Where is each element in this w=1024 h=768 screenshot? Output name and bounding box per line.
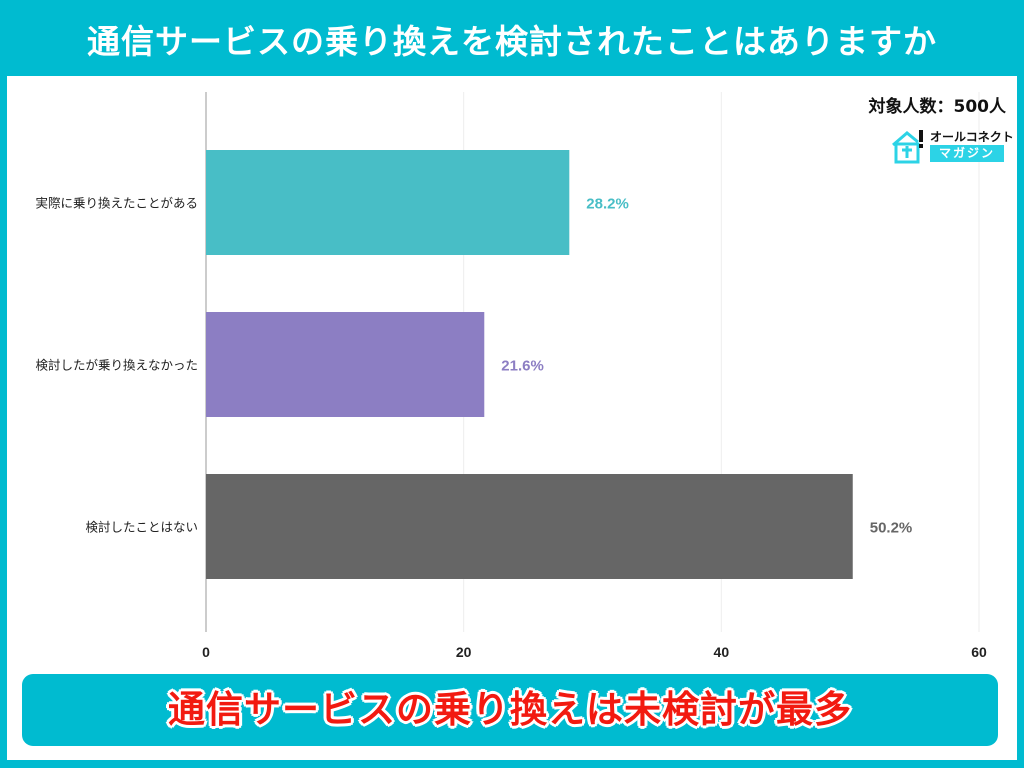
category-label: 検討したことはない [85, 520, 198, 535]
x-tick-label: 40 [714, 644, 730, 660]
page-title: 通信サービスの乗り換えを検討されたことはありますか [87, 22, 937, 61]
logo: オールコネクト マガジン [890, 128, 1014, 164]
house-logo-icon [892, 130, 923, 164]
x-tick-label: 0 [202, 644, 210, 660]
data-label: 21.6% [501, 358, 544, 375]
x-tick-label: 60 [971, 644, 987, 660]
bar [206, 312, 485, 417]
data-label: 50.2% [870, 520, 913, 537]
logo-text: オールコネクト [930, 130, 1014, 144]
x-tick-label: 20 [456, 644, 472, 660]
logo-subtext: マガジン [930, 145, 1004, 162]
data-label: 28.2% [586, 196, 629, 213]
category-label: 実際に乗り換えたことがある [35, 196, 198, 211]
bar [206, 150, 570, 255]
category-label: 検討したが乗り換えなかった [35, 358, 198, 373]
respondent-count: 対象人数：500人 [868, 97, 1007, 117]
conclusion-banner: 通信サービスの乗り換えは未検討が最多 [22, 674, 998, 746]
bar [206, 474, 853, 579]
banner-text: 通信サービスの乗り換えは未検討が最多 [168, 688, 852, 731]
